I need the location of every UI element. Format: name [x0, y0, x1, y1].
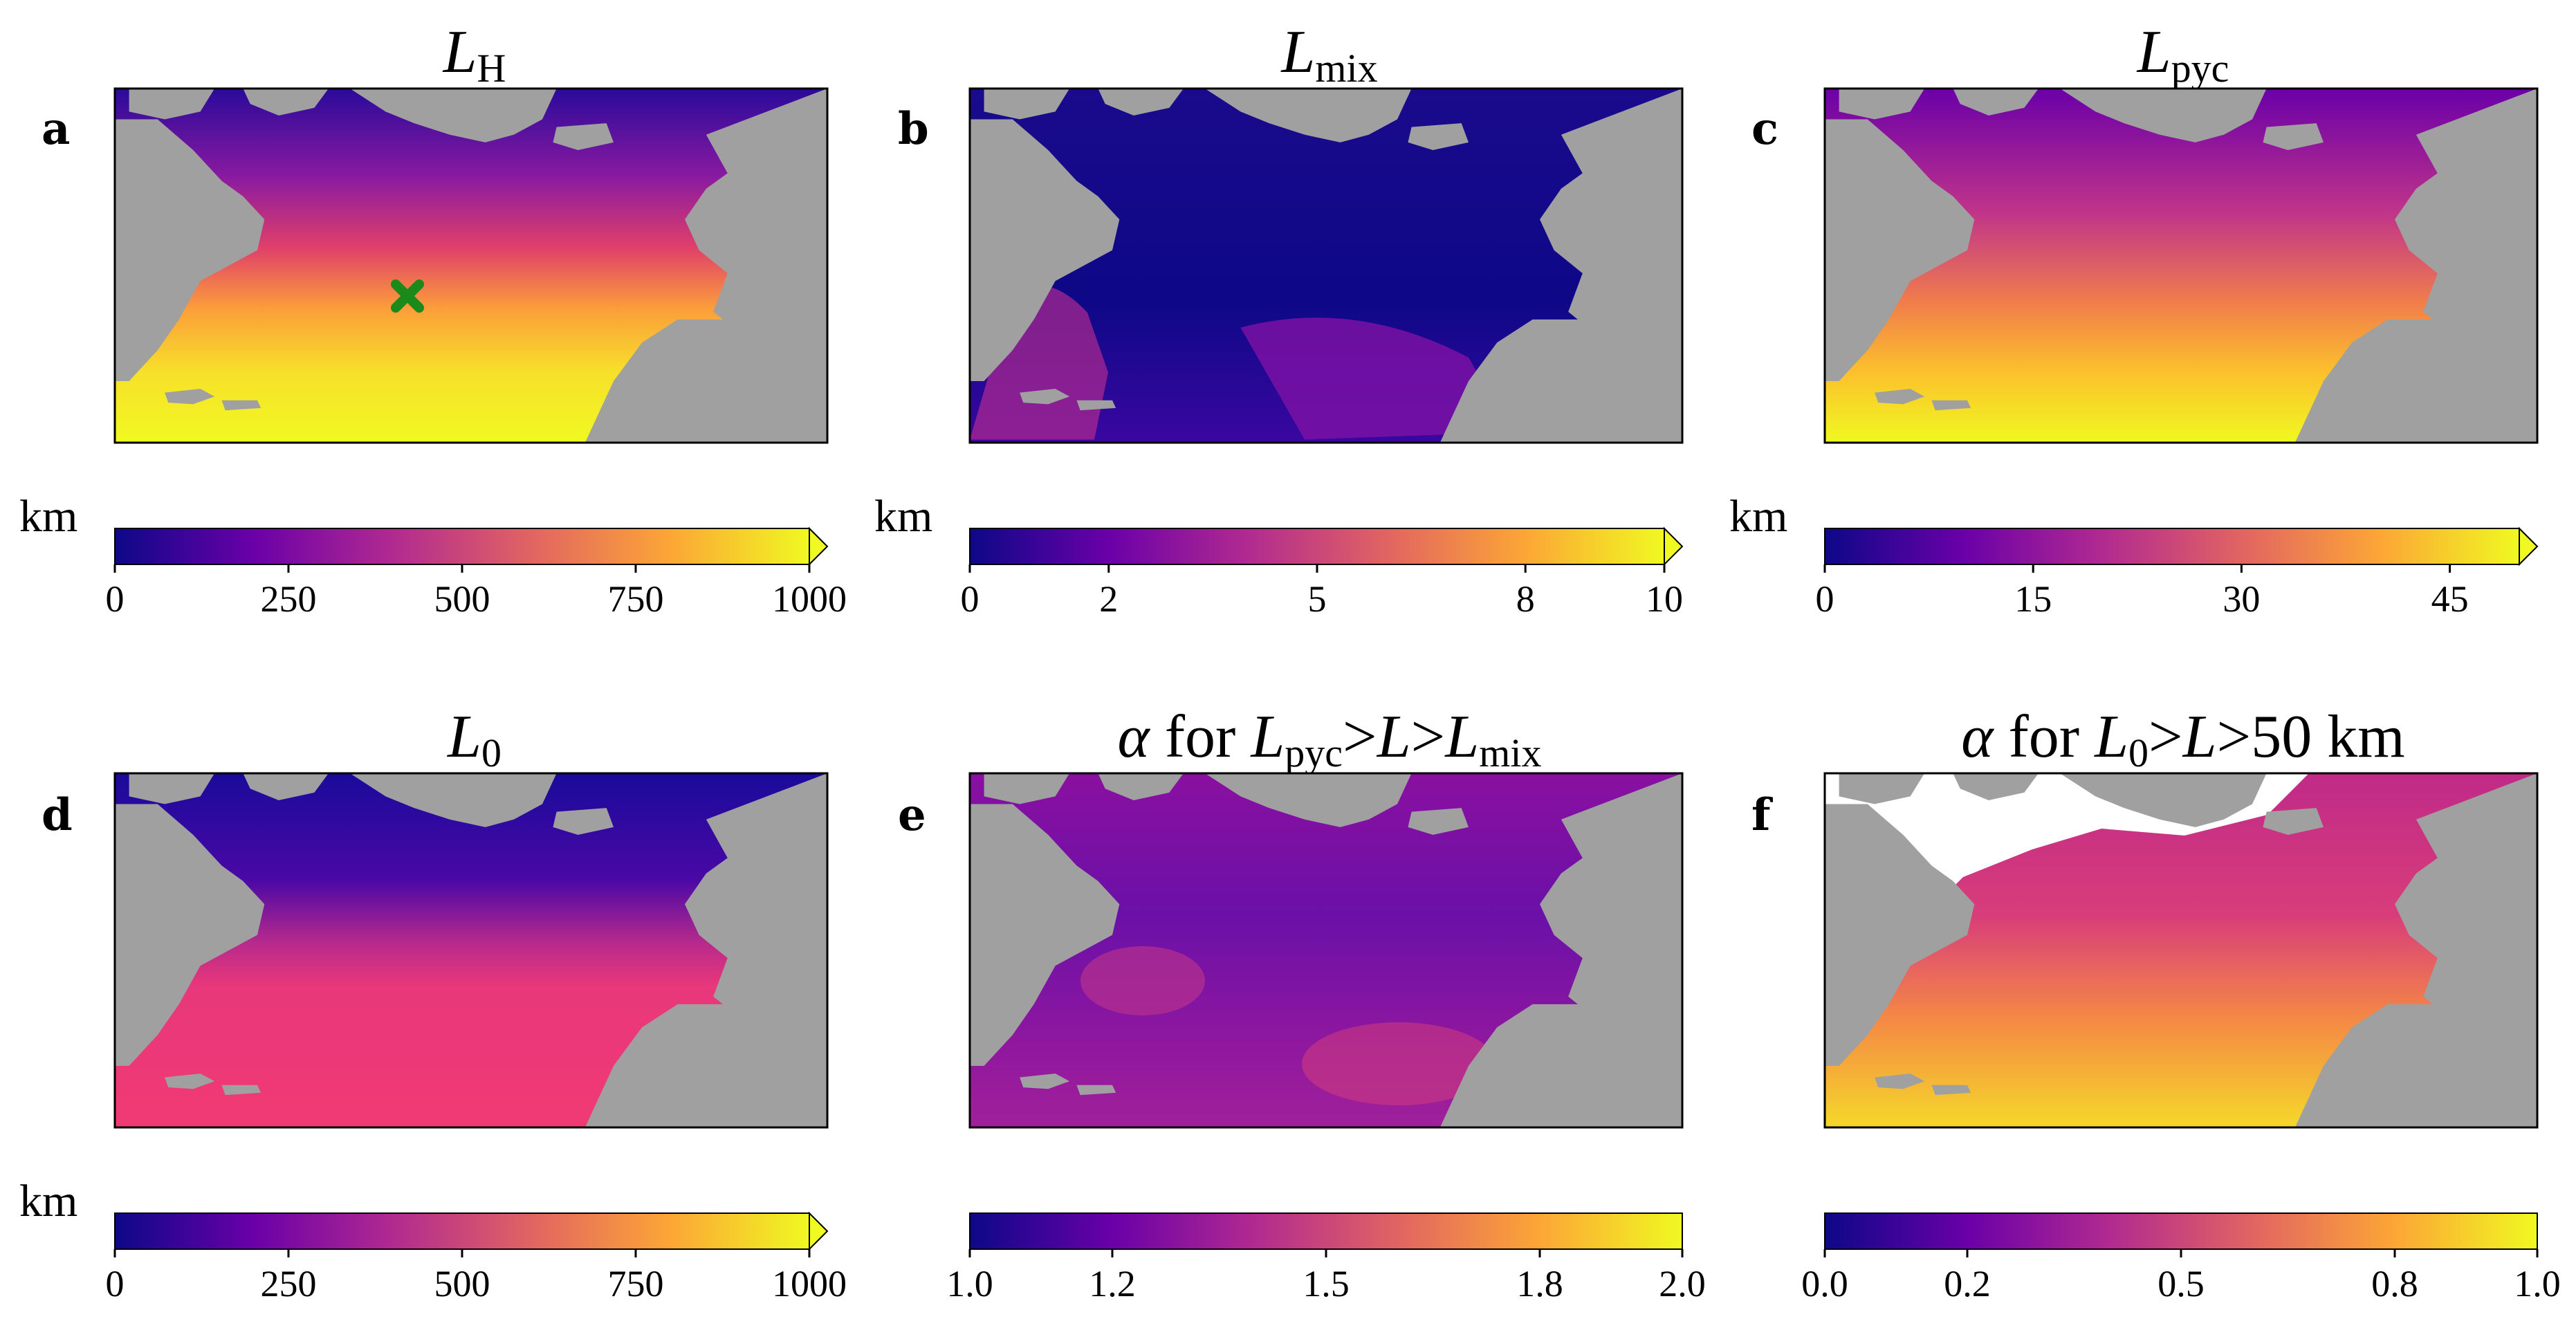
- colorbar-tick-label: 1000: [772, 578, 847, 620]
- colorbar-f: [1824, 1212, 2538, 1250]
- colorbar-a: [114, 526, 829, 566]
- map-d: [113, 772, 829, 1129]
- colorbar-tick-label: 750: [608, 578, 664, 620]
- colorbar-tick-label: 1000: [772, 1263, 847, 1304]
- colorbar-tick-label: 0.2: [1944, 1263, 1991, 1304]
- panel-letter-e: e: [898, 789, 926, 841]
- colorbar-tick-label: 1.2: [1089, 1263, 1136, 1304]
- panel-f-title: α for L0>L>50 km: [1961, 703, 2404, 775]
- panel-b-title: Lmix: [1280, 19, 1377, 91]
- colorbar-tick-label: 500: [434, 578, 490, 620]
- panel-b: b Lmix km 0 2 5 8 10: [874, 19, 1684, 620]
- colorbar-tick-label: 8: [1516, 578, 1535, 620]
- colorbar-tick-label: 250: [261, 1263, 317, 1304]
- colorbar-c-ticks: 0 15 30 45: [1816, 564, 2469, 620]
- panel-a: a LH km 0 250 500 750 1000: [19, 19, 847, 620]
- panel-a-title: LH: [442, 19, 506, 91]
- colorbar-tick-label: 0.5: [2158, 1263, 2205, 1304]
- colorbar-tick-label: 2.0: [1659, 1263, 1706, 1304]
- colorbar-tick-label: 0: [106, 578, 125, 620]
- map-a: [113, 87, 829, 444]
- colorbar-a-ticks: 0 250 500 750 1000: [106, 564, 847, 620]
- colorbar-tick-label: 250: [261, 578, 317, 620]
- green-x-marker-icon: [391, 279, 424, 313]
- colorbar-e-ticks: 1.0 1.2 1.5 1.8 2.0: [946, 1249, 1706, 1304]
- map-f: [1823, 772, 2539, 1129]
- colorbar-tick-label: 0.8: [2371, 1263, 2418, 1304]
- colorbar-tick-label: 0: [106, 1263, 125, 1304]
- colorbar-tick-label: 1.0: [2514, 1263, 2561, 1304]
- panel-letter-c: c: [1751, 103, 1778, 155]
- panel-f: f α for L0>L>50 km 0.0 0.2 0.5 0.8 1.0: [1751, 703, 2561, 1304]
- colorbar-b-unit: km: [874, 491, 932, 542]
- map-c: [1823, 87, 2539, 444]
- panel-e-title: α for Lpyc>L>Lmix: [1118, 703, 1542, 775]
- colorbar-tick-label: 45: [2431, 578, 2469, 620]
- colorbar-tick-label: 15: [2014, 578, 2052, 620]
- colorbar-f-ticks: 0.0 0.2 0.5 0.8 1.0: [1801, 1249, 2561, 1304]
- map-e: [968, 772, 1684, 1129]
- panel-c-title: Lpyc: [2136, 19, 2229, 91]
- map-b: [968, 87, 1684, 444]
- colorbar-tick-label: 1.5: [1303, 1263, 1350, 1304]
- panel-d-title: L0: [446, 703, 502, 775]
- colorbar-d: [114, 1211, 829, 1251]
- panel-c: c Lpyc km 0 15 30 45: [1729, 19, 2539, 620]
- colorbar-tick-label: 0: [961, 578, 979, 620]
- panel-letter-a: a: [42, 103, 70, 155]
- colorbar-tick-label: 750: [608, 1263, 664, 1304]
- colorbar-tick-label: 2: [1099, 578, 1118, 620]
- colorbar-c: [1824, 526, 2539, 566]
- panel-letter-d: d: [42, 789, 73, 841]
- colorbar-tick-label: 1.8: [1516, 1263, 1563, 1304]
- colorbar-tick-label: 500: [434, 1263, 490, 1304]
- colorbar-b: [969, 526, 1684, 566]
- panel-e: e α for Lpyc>L>Lmix 1.0 1.2 1.5 1.8 2.0: [898, 703, 1706, 1304]
- colorbar-tick-label: 1.0: [946, 1263, 993, 1304]
- panel-d: d L0 km 0 250 500 750 1000: [19, 703, 847, 1304]
- colorbar-tick-label: 5: [1308, 578, 1327, 620]
- colorbar-tick-label: 30: [2223, 578, 2260, 620]
- colorbar-b-ticks: 0 2 5 8 10: [961, 564, 1683, 620]
- colorbar-c-unit: km: [1729, 491, 1787, 542]
- colorbar-tick-label: 0: [1816, 578, 1834, 620]
- panel-letter-f: f: [1751, 789, 1773, 841]
- colorbar-tick-label: 10: [1646, 578, 1683, 620]
- colorbar-tick-label: 0.0: [1801, 1263, 1848, 1304]
- colorbar-d-unit: km: [19, 1176, 77, 1226]
- panel-letter-b: b: [898, 103, 929, 155]
- colorbar-a-unit: km: [19, 491, 77, 542]
- colorbar-e: [969, 1212, 1683, 1250]
- colorbar-d-ticks: 0 250 500 750 1000: [106, 1249, 847, 1304]
